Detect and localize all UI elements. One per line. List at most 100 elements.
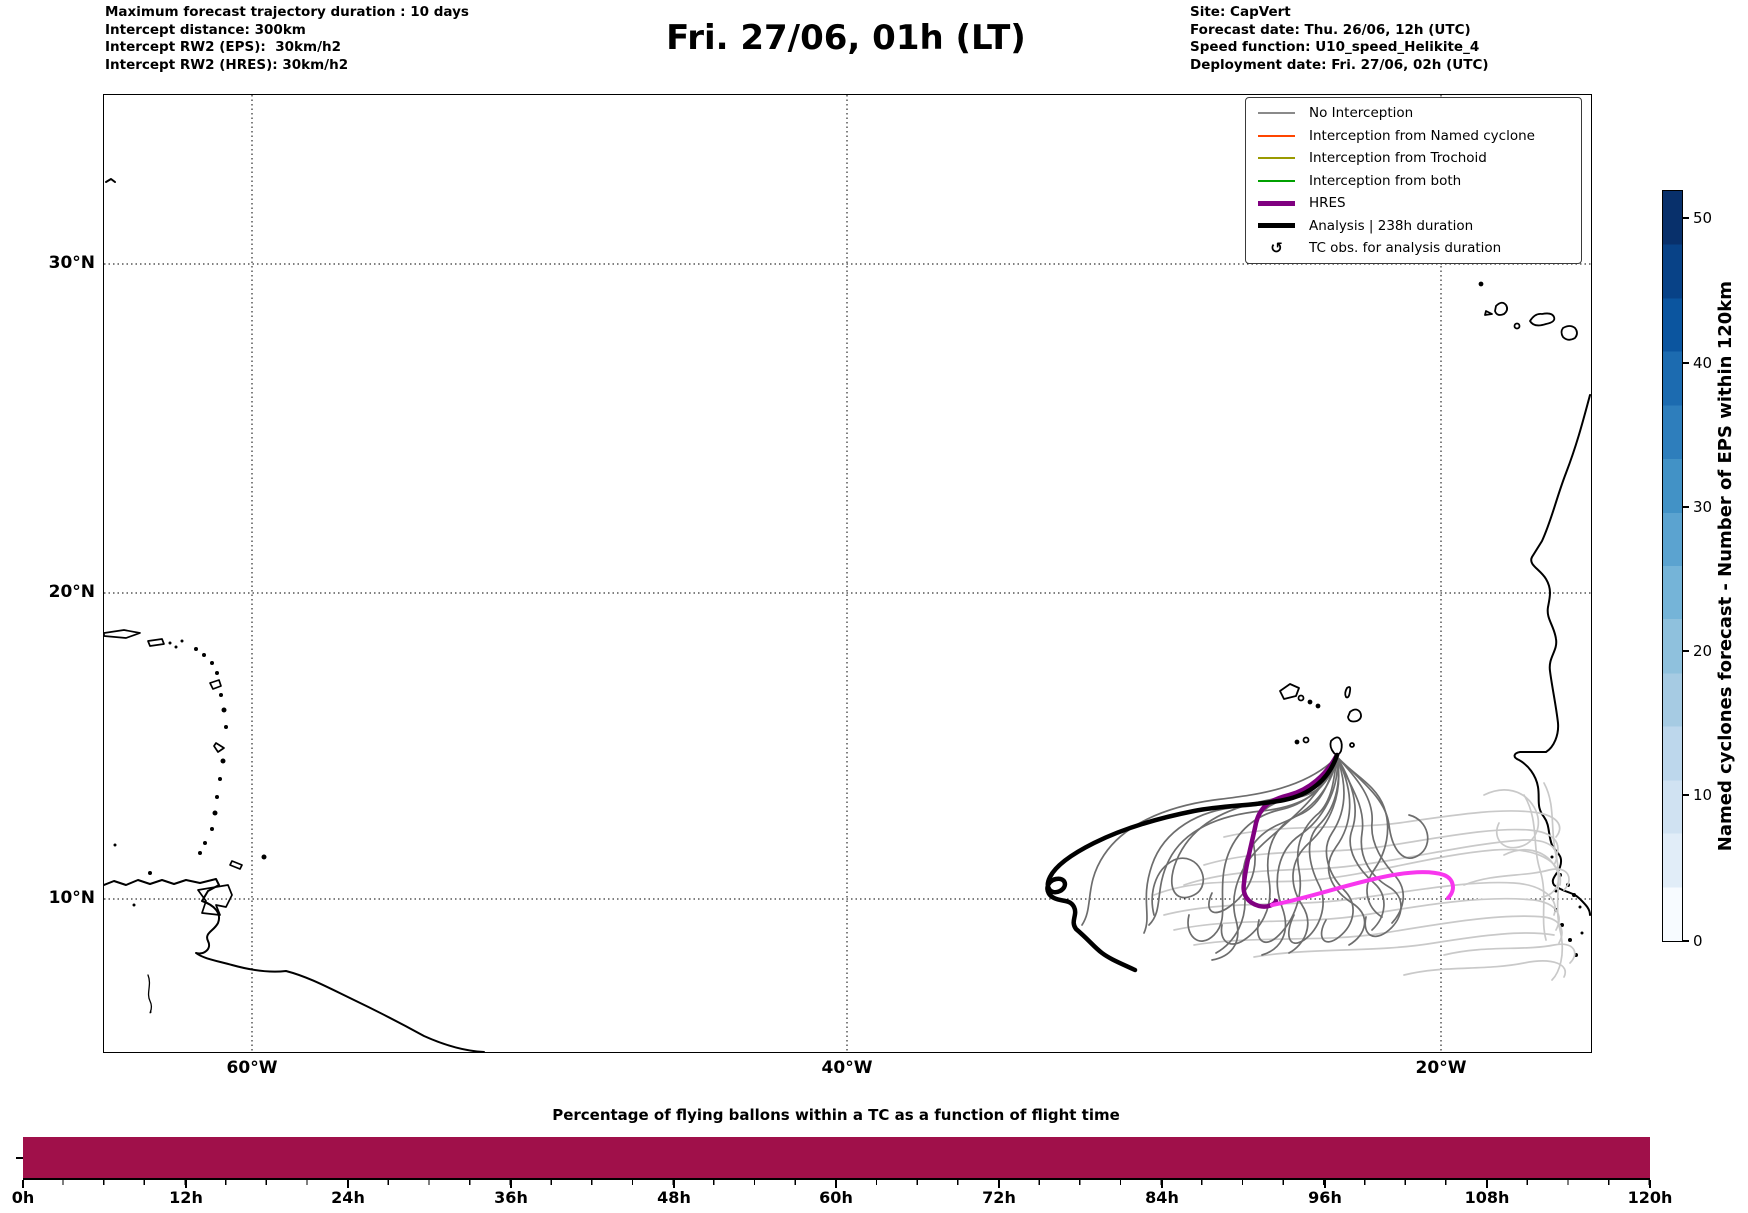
forecast-params-block: Maximum forecast trajectory duration : 1…	[105, 4, 469, 74]
purple-line-sample	[1258, 200, 1295, 206]
canary-islands	[1478, 281, 1578, 341]
green-line-sample	[1258, 179, 1295, 182]
colorbar-axis-label: Named cyclones forecast - Number of EPS …	[1714, 280, 1736, 852]
param-line: Maximum forecast trajectory duration : 1…	[105, 4, 469, 20]
x-tick	[1486, 1180, 1488, 1188]
x-tick-label: 60h	[819, 1188, 853, 1207]
x-tick	[510, 1180, 512, 1188]
tc-obs-icon: ↺	[1270, 239, 1283, 257]
x-tick-label: 36h	[494, 1188, 528, 1207]
map-canvas	[104, 95, 1591, 1052]
orangered-line-sample	[1258, 134, 1295, 137]
colorbar-tick	[1683, 794, 1689, 796]
coast-south-america	[104, 878, 485, 1052]
colorbar-tick-label: 30	[1693, 498, 1713, 516]
lon-tick-60w: 60°W	[226, 1058, 278, 1078]
coast-fragment-nw	[105, 178, 116, 183]
bottom-chart-title: Percentage of flying ballons within a TC…	[552, 1106, 1120, 1124]
info-line: Speed function: U10_speed_Helikite_4	[1190, 39, 1480, 55]
island-guadeloupe	[209, 679, 222, 690]
legend-row: Analysis | 238h duration	[1252, 215, 1575, 236]
legend-label: Analysis | 238h duration	[1309, 217, 1474, 234]
colorbar-tick	[1683, 362, 1689, 364]
lat-tick-20n: 20°N	[48, 582, 95, 602]
ensemble-tracks-light	[1153, 782, 1576, 981]
islands	[113, 639, 267, 907]
x-tick-label: 108h	[1464, 1188, 1510, 1207]
coastlines	[104, 178, 1591, 1052]
island-hispaniola	[104, 629, 141, 639]
lat-tick-10n: 10°N	[48, 888, 95, 908]
gray-line-sample	[1258, 112, 1295, 114]
x-tick-label: 72h	[982, 1188, 1016, 1207]
bottom-chart-ytick	[16, 1157, 23, 1159]
olive-line-sample	[1258, 157, 1295, 159]
colorbar-tick-label: 50	[1693, 209, 1713, 227]
legend-row: HRES	[1252, 193, 1575, 214]
island-puerto-rico	[147, 638, 165, 647]
legend-label: TC obs. for analysis duration	[1309, 240, 1502, 256]
info-line: Deployment date: Fri. 27/06, 02h (UTC)	[1190, 56, 1489, 73]
black-line-sample	[1258, 223, 1295, 228]
info-line: Forecast date: Thu. 26/06, 12h (UTC)	[1190, 21, 1471, 38]
colorbar-tick-label: 0	[1693, 932, 1703, 950]
analysis-track	[1045, 752, 1340, 973]
island-tobago	[229, 860, 243, 870]
legend-label: Interception from Trochoid	[1309, 150, 1487, 166]
legend-label: Interception from both	[1309, 172, 1462, 189]
lon-tick-20w: 20°W	[1415, 1058, 1467, 1078]
x-tick	[1649, 1180, 1651, 1188]
x-tick-label: 0h	[11, 1188, 35, 1207]
colorbar-tick	[1683, 940, 1689, 942]
x-tick	[1324, 1180, 1326, 1188]
lon-tick-40w: 40°W	[821, 1058, 873, 1078]
percentage-bar	[23, 1137, 1650, 1178]
map-legend: No Interception Interception from Named …	[1245, 97, 1582, 264]
x-tick	[22, 1180, 24, 1188]
x-tick-label: 24h	[331, 1188, 365, 1207]
legend-row: Interception from Trochoid	[1252, 148, 1575, 169]
x-tick	[347, 1180, 349, 1188]
x-tick-label: 84h	[1145, 1188, 1179, 1207]
x-tick	[185, 1180, 187, 1188]
cape-verde-islands	[1279, 683, 1362, 756]
x-tick	[1161, 1180, 1163, 1188]
island-trinidad	[197, 884, 233, 916]
x-tick-label: 48h	[657, 1188, 691, 1207]
ensemble-tracks-dark	[1081, 756, 1429, 961]
legend-row: Interception from Named cyclone	[1252, 125, 1575, 146]
x-tick	[998, 1180, 1000, 1188]
legend-label: No Interception	[1309, 105, 1414, 121]
x-tick-label: 96h	[1308, 1188, 1342, 1207]
graticule	[104, 95, 1591, 1052]
legend-row: ↺ TC obs. for analysis duration	[1252, 238, 1575, 259]
eps-count-colorbar	[1662, 190, 1683, 942]
colorbar-tick-label: 10	[1693, 786, 1713, 804]
page-title: Fri. 27/06, 01h (LT)	[666, 18, 1026, 58]
legend-label: HRES	[1309, 195, 1346, 211]
legend-row: Interception from both	[1252, 170, 1575, 191]
param-line: Intercept RW2 (HRES): 30km/h2	[105, 56, 349, 73]
bottom-chart-axis	[23, 1178, 1650, 1180]
legend-label: Interception from Named cyclone	[1309, 127, 1535, 144]
legend-row: No Interception	[1252, 103, 1575, 124]
colorbar-tick	[1683, 217, 1689, 219]
x-tick	[835, 1180, 837, 1188]
x-tick-label: 12h	[169, 1188, 203, 1207]
x-tick-label: 120h	[1627, 1188, 1673, 1207]
info-line: Site: CapVert	[1190, 4, 1291, 20]
param-line: Intercept RW2 (EPS): 30km/h2	[105, 39, 341, 55]
colorbar-tick	[1683, 650, 1689, 652]
x-tick	[673, 1180, 675, 1188]
river-guiana	[147, 974, 153, 1014]
site-info-block: Site: CapVert Forecast date: Thu. 26/06, …	[1190, 4, 1489, 74]
named-cyclone-track	[1270, 870, 1455, 907]
colorbar-tick	[1683, 506, 1689, 508]
colorbar-tick-label: 20	[1693, 642, 1713, 660]
colorbar-tick-label: 40	[1693, 354, 1713, 372]
lat-tick-30n: 30°N	[48, 253, 95, 273]
param-line: Intercept distance: 300km	[105, 21, 306, 38]
island-martinique	[213, 742, 225, 753]
hres-track	[1241, 752, 1340, 909]
